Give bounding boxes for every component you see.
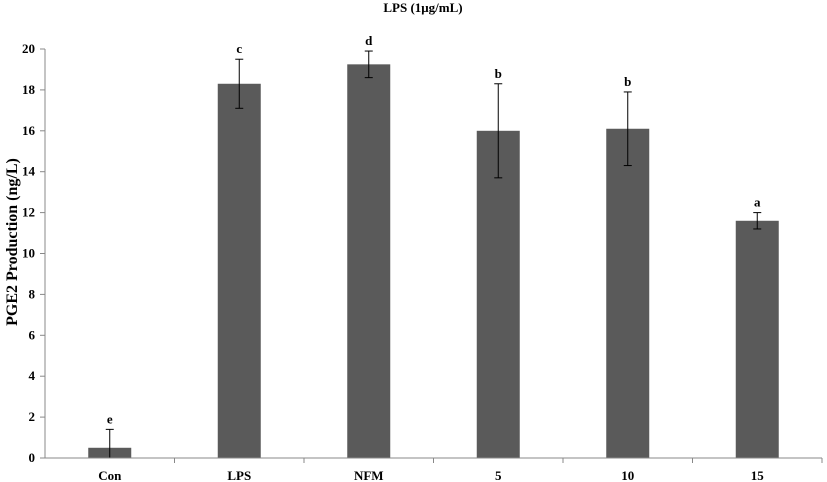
bar — [735, 220, 779, 458]
significance-label: b — [624, 74, 631, 89]
y-tick-label: 6 — [29, 327, 36, 342]
x-tick-label: Con — [98, 468, 122, 482]
significance-label: e — [107, 411, 113, 426]
y-tick-label: 2 — [29, 409, 36, 424]
y-tick-label: 20 — [22, 41, 35, 56]
significance-label: a — [754, 195, 761, 210]
x-axis: Con LPS NFM 5 10 15 — [98, 458, 823, 482]
y-tick-label: 10 — [22, 246, 35, 261]
x-tick-label: 15 — [751, 468, 765, 482]
y-tick-label: 4 — [29, 368, 36, 383]
significance-label: d — [365, 33, 373, 48]
y-tick-label: 14 — [22, 164, 36, 179]
bars-group: e c d b b a — [88, 33, 779, 459]
chart-title: LPS (1μg/mL) — [383, 0, 462, 15]
bar — [347, 64, 391, 459]
x-tick-label: NFM — [354, 468, 384, 482]
y-tick-label: 8 — [29, 286, 36, 301]
x-tick-label: LPS — [227, 468, 251, 482]
y-tick-label: 12 — [22, 205, 35, 220]
y-tick-label: 18 — [22, 82, 36, 97]
bar — [217, 83, 261, 458]
bar — [476, 130, 520, 459]
bar — [606, 128, 650, 458]
significance-label: b — [495, 66, 502, 81]
y-tick-label: 16 — [22, 123, 36, 138]
y-tick-label: 0 — [29, 450, 36, 465]
y-axis: 0 2 4 6 8 10 12 14 16 18 20 — [22, 41, 45, 465]
significance-label: c — [236, 41, 242, 56]
x-tick-label: 5 — [495, 468, 502, 482]
x-tick-label: 10 — [621, 468, 634, 482]
y-axis-label: PGE2 Production (ng/L) — [4, 158, 21, 326]
